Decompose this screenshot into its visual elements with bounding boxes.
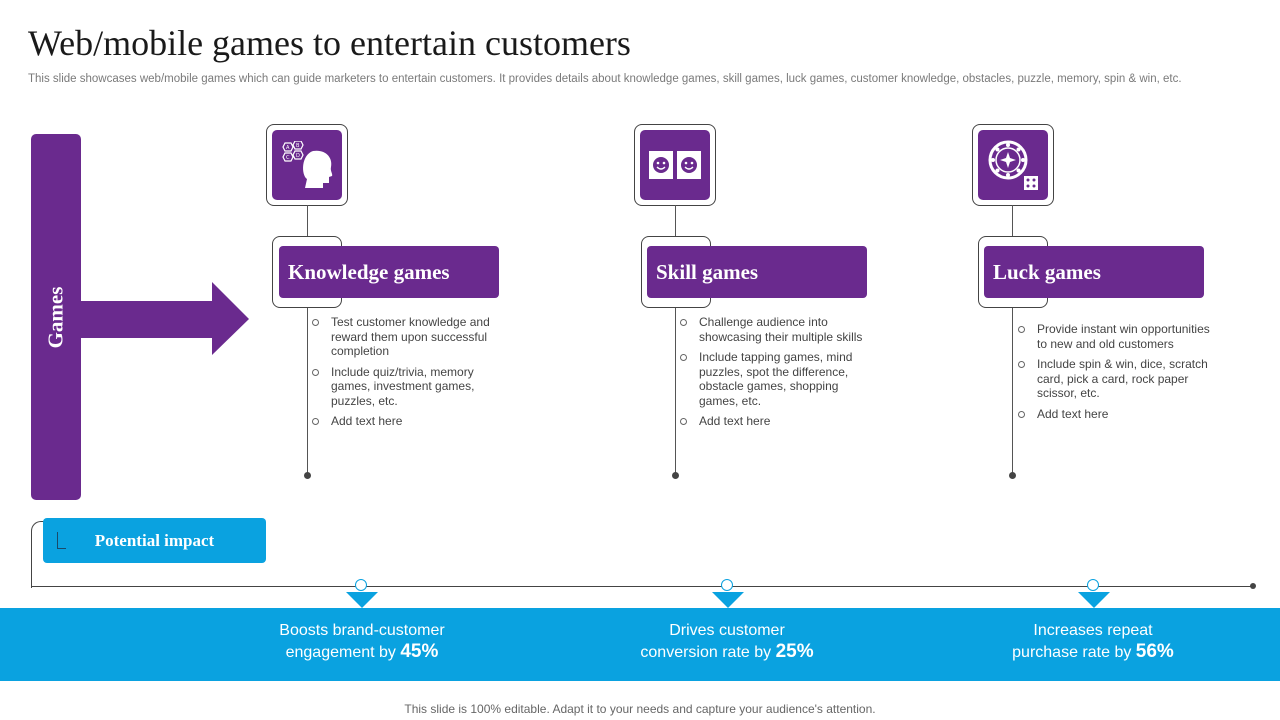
impact-stat-1-value: 45% <box>400 641 439 662</box>
games-bar <box>31 134 81 500</box>
games-label: Games <box>43 286 68 348</box>
knowledge-bullet-list: Test customer knowledge and reward them … <box>309 315 499 435</box>
luck-end-dot <box>1009 472 1016 479</box>
impact-band <box>0 608 1280 681</box>
svg-text:D: D <box>296 153 300 159</box>
skill-heading: Skill games <box>647 246 867 298</box>
impact-marker <box>1087 579 1099 591</box>
impact-tick <box>57 532 66 549</box>
skill-end-dot <box>672 472 679 479</box>
luck-bullet-list: Provide instant win opportunities to new… <box>1015 322 1215 427</box>
knowledge-heading: Knowledge games <box>279 246 499 298</box>
svg-text:B: B <box>296 143 300 149</box>
list-item: Include tapping games, mind puzzles, spo… <box>677 350 867 408</box>
impact-stat-1-line2: engagement by <box>285 644 396 661</box>
timeline-end-dot <box>1250 583 1256 589</box>
skill-icon-frame <box>634 124 716 206</box>
list-item: Add text here <box>677 414 867 429</box>
skill-bullet-list: Challenge audience into showcasing their… <box>677 315 867 435</box>
knowledge-end-dot <box>304 472 311 479</box>
impact-stat-3-line2: purchase rate by <box>1012 644 1132 661</box>
impact-marker <box>721 579 733 591</box>
list-item: Add text here <box>309 414 499 429</box>
list-item: Test customer knowledge and reward them … <box>309 315 499 359</box>
impact-stat-3: Increases repeat purchase rate by 56% <box>963 620 1223 663</box>
right-arrow-icon <box>80 282 249 355</box>
impact-box <box>43 518 266 563</box>
list-item: Add text here <box>1015 407 1215 422</box>
knowledge-connector-line <box>307 205 308 475</box>
impact-notch <box>712 592 744 608</box>
page-subtitle: This slide showcases web/mobile games wh… <box>28 73 1182 85</box>
impact-stat-2-line1: Drives customer <box>669 622 785 639</box>
impact-label: Potential impact <box>94 530 215 550</box>
timeline-line <box>31 586 1253 587</box>
luck-heading: Luck games <box>984 246 1204 298</box>
svg-text:C: C <box>286 155 290 161</box>
impact-stat-2-value: 25% <box>775 641 814 662</box>
impact-notch <box>1078 592 1110 608</box>
games-label-wrap: Games <box>31 134 81 500</box>
skill-icon-box <box>640 130 710 200</box>
impact-stat-1-line1: Boosts brand-customer <box>279 622 445 639</box>
list-item: Challenge audience into showcasing their… <box>677 315 867 344</box>
impact-stat-3-line1: Increases repeat <box>1033 622 1153 639</box>
roulette-wheel-icon <box>988 140 1038 190</box>
dice-faces-icon <box>649 151 701 179</box>
brain-abcd-icon: A BC D <box>282 141 333 188</box>
luck-icon-frame <box>972 124 1054 206</box>
luck-connector-line <box>1012 205 1013 475</box>
impact-notch <box>346 592 378 608</box>
page-title: Web/mobile games to entertain customers <box>28 23 631 63</box>
list-item: Include spin & win, dice, scratch card, … <box>1015 357 1215 401</box>
list-item: Provide instant win opportunities to new… <box>1015 322 1215 351</box>
svg-text:A: A <box>286 145 290 151</box>
impact-stat-2: Drives customer conversion rate by 25% <box>597 620 857 663</box>
impact-marker <box>355 579 367 591</box>
list-item: Include quiz/trivia, memory games, inves… <box>309 365 499 409</box>
skill-connector-line <box>675 205 676 475</box>
footer-note: This slide is 100% editable. Adapt it to… <box>404 702 876 716</box>
impact-stat-1: Boosts brand-customer engagement by 45% <box>232 620 492 663</box>
impact-stat-3-value: 56% <box>1135 641 1174 662</box>
luck-icon-box <box>978 130 1048 200</box>
impact-stat-2-line2: conversion rate by <box>640 644 772 661</box>
